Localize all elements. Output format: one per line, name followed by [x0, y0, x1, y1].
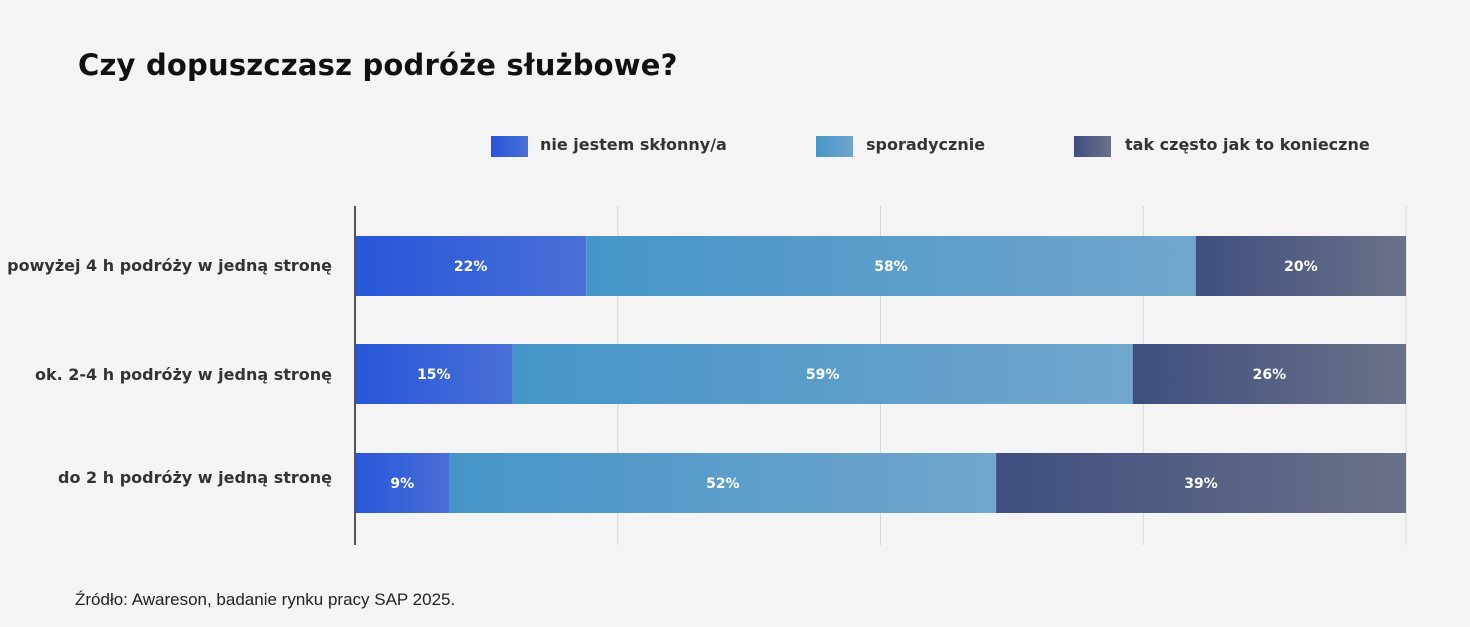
bar-tak-row-2: [996, 453, 1406, 513]
data-label-sporadycznie-row-2: 52%: [706, 476, 740, 492]
bar-nie-row-1: [355, 344, 513, 404]
bar-nie-row-2: [355, 453, 450, 513]
data-label-sporadycznie-row-1: 59%: [806, 367, 840, 383]
legend-label-nie: nie jestem skłonny/a: [540, 135, 727, 154]
data-label-tak-row-2: 39%: [1184, 476, 1218, 492]
legend-swatch-sporadycznie: [816, 136, 853, 157]
bar-nie-row-0: [355, 236, 587, 296]
category-label-0: powyżej 4 h podróży w jedną stronę: [7, 256, 332, 275]
data-label-tak-row-1: 26%: [1253, 367, 1287, 383]
chart-title: Czy dopuszczasz podróże służbowe?: [78, 48, 678, 82]
category-label-1: ok. 2-4 h podróży w jedną stronę: [34, 365, 332, 384]
legend-swatch-nie: [491, 136, 528, 157]
data-label-tak-row-0: 20%: [1284, 259, 1318, 275]
bar-tak-row-0: [1195, 236, 1406, 296]
data-label-nie-row-1: 15%: [417, 367, 451, 383]
bar-sporadycznie-row-0: [586, 236, 1196, 296]
bar-tak-row-1: [1132, 344, 1406, 404]
legend-label-tak: tak często jak to konieczne: [1125, 135, 1370, 154]
legend-swatch-tak: [1074, 136, 1111, 157]
bar-sporadycznie-row-2: [449, 453, 997, 513]
source-note: Źródło: Awareson, badanie rynku pracy SA…: [75, 590, 456, 609]
data-label-sporadycznie-row-0: 58%: [874, 259, 908, 275]
bar-sporadycznie-row-1: [512, 344, 1133, 404]
data-label-nie-row-0: 22%: [454, 259, 488, 275]
data-label-nie-row-2: 9%: [390, 476, 414, 492]
legend-label-sporadycznie: sporadycznie: [866, 135, 986, 154]
category-label-2: do 2 h podróży w jedną stronę: [58, 468, 332, 487]
